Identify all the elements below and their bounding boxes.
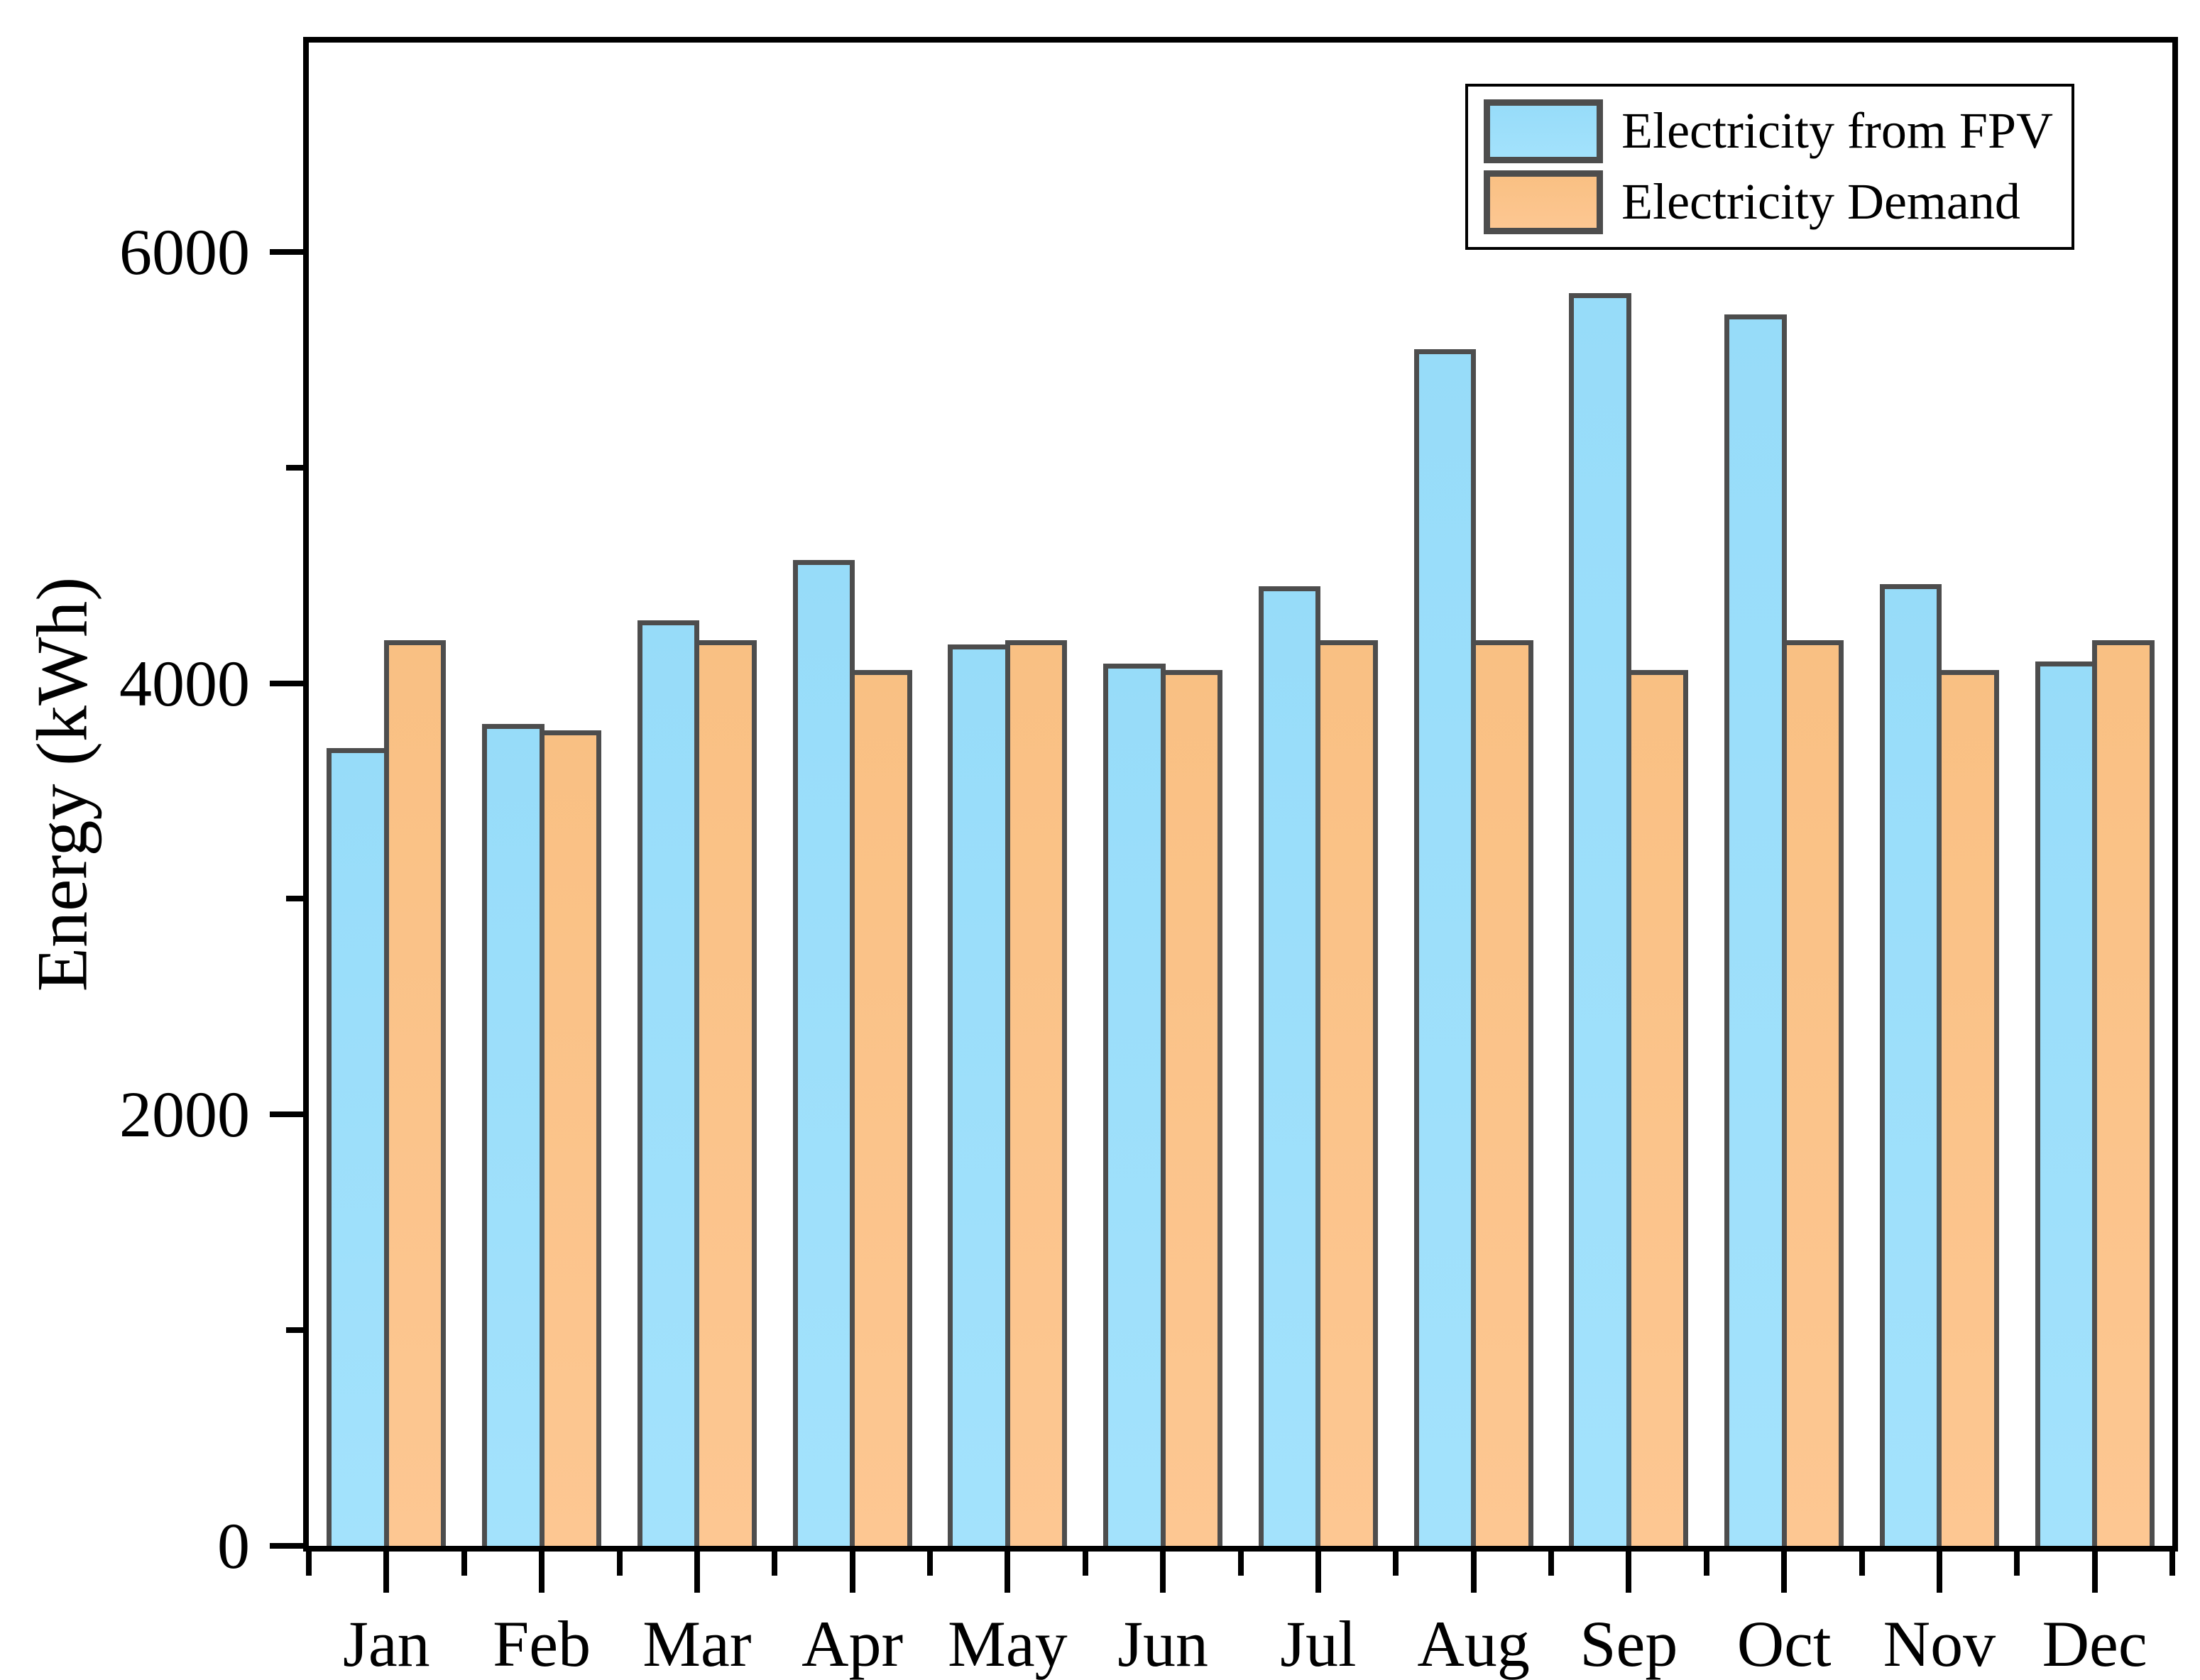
bar-group-feb bbox=[464, 43, 620, 1546]
y-axis-minor-tick bbox=[286, 896, 309, 902]
bar-apr-demand bbox=[850, 670, 912, 1546]
x-axis-label-dec: Dec bbox=[2042, 1608, 2147, 1680]
x-axis-minor-tick bbox=[306, 1549, 312, 1576]
bar-oct-fpv bbox=[1724, 314, 1787, 1546]
x-axis-minor-tick bbox=[1393, 1549, 1399, 1576]
bar-sep-demand bbox=[1626, 670, 1689, 1546]
bar-jun-demand bbox=[1160, 670, 1223, 1546]
x-axis-label-aug: Aug bbox=[1417, 1608, 1530, 1680]
bar-jul-demand bbox=[1315, 639, 1378, 1546]
bar-group-jun bbox=[1085, 43, 1241, 1546]
y-axis-major-tick bbox=[270, 1111, 309, 1118]
bar-aug-fpv bbox=[1413, 348, 1477, 1546]
y-axis-tick-label: 4000 bbox=[119, 647, 250, 720]
x-axis-major-tick bbox=[1781, 1549, 1788, 1593]
bar-apr-fpv bbox=[792, 560, 855, 1546]
bar-aug-demand bbox=[1471, 639, 1533, 1546]
plot-area: Electricity from FPV Electricity Demand bbox=[303, 37, 2178, 1552]
bar-dec-demand bbox=[2092, 639, 2155, 1546]
x-axis-major-tick bbox=[694, 1549, 700, 1593]
bar-feb-demand bbox=[539, 730, 602, 1546]
x-axis-minor-tick bbox=[616, 1549, 623, 1576]
x-axis-major-tick bbox=[1470, 1549, 1477, 1593]
x-axis-minor-tick bbox=[927, 1549, 933, 1576]
x-axis-label-jan: Jan bbox=[343, 1608, 430, 1680]
bar-mar-fpv bbox=[637, 620, 700, 1546]
y-axis-minor-tick bbox=[286, 1327, 309, 1334]
x-axis-minor-tick bbox=[461, 1549, 467, 1576]
x-axis-minor-tick bbox=[1237, 1549, 1244, 1576]
x-axis-label-may: May bbox=[948, 1608, 1068, 1680]
x-axis-major-tick bbox=[539, 1549, 545, 1593]
x-axis-minor-tick bbox=[2014, 1549, 2020, 1576]
x-axis-major-tick bbox=[2091, 1549, 2098, 1593]
bar-group-may bbox=[930, 43, 1085, 1546]
bar-dec-fpv bbox=[2035, 661, 2098, 1546]
bar-oct-demand bbox=[1781, 639, 1844, 1546]
y-axis-major-tick bbox=[270, 680, 309, 686]
x-axis-minor-tick bbox=[1082, 1549, 1088, 1576]
bar-jan-demand bbox=[383, 639, 447, 1546]
x-axis-major-tick bbox=[1315, 1549, 1321, 1593]
y-axis-major-tick bbox=[270, 248, 309, 255]
bar-jul-fpv bbox=[1258, 586, 1321, 1546]
x-axis-label-oct: Oct bbox=[1736, 1608, 1832, 1680]
y-axis-tick-label: 0 bbox=[217, 1510, 250, 1582]
legend-label-fpv: Electricity from FPV bbox=[1621, 102, 2053, 160]
legend: Electricity from FPV Electricity Demand bbox=[1465, 84, 2074, 250]
x-axis-label-feb: Feb bbox=[493, 1608, 591, 1680]
x-axis-major-tick bbox=[1936, 1549, 1942, 1593]
x-axis-minor-tick bbox=[1859, 1549, 1865, 1576]
legend-swatch-fpv bbox=[1484, 99, 1604, 163]
bar-group-mar bbox=[620, 43, 775, 1546]
bar-may-demand bbox=[1005, 639, 1068, 1546]
bar-jun-fpv bbox=[1103, 664, 1166, 1546]
bar-group-jan bbox=[309, 43, 464, 1546]
bar-nov-demand bbox=[1937, 670, 1999, 1546]
x-axis-minor-tick bbox=[1548, 1549, 1554, 1576]
legend-label-demand: Electricity Demand bbox=[1621, 173, 2020, 231]
bar-group-nov bbox=[1862, 43, 2018, 1546]
x-axis-major-tick bbox=[1005, 1549, 1011, 1593]
bar-mar-demand bbox=[694, 639, 757, 1546]
bar-group-aug bbox=[1396, 43, 1551, 1546]
bar-sep-fpv bbox=[1569, 292, 1631, 1546]
bar-may-fpv bbox=[948, 644, 1010, 1546]
bar-group-apr bbox=[775, 43, 930, 1546]
x-axis-label-apr: Apr bbox=[801, 1608, 904, 1680]
x-axis-label-jul: Jul bbox=[1280, 1608, 1357, 1680]
bar-group-dec bbox=[2017, 43, 2172, 1546]
bar-jan-fpv bbox=[327, 747, 389, 1546]
x-axis-minor-tick bbox=[2169, 1549, 2175, 1576]
y-axis-minor-tick bbox=[286, 464, 309, 471]
y-axis-major-tick bbox=[270, 1543, 309, 1549]
x-axis-major-tick bbox=[383, 1549, 390, 1593]
bar-nov-fpv bbox=[1879, 583, 1942, 1546]
x-axis-major-tick bbox=[1160, 1549, 1166, 1593]
x-axis-minor-tick bbox=[1703, 1549, 1709, 1576]
bar-group-sep bbox=[1551, 43, 1707, 1546]
x-axis-label-jun: Jun bbox=[1117, 1608, 1209, 1680]
bar-group-jul bbox=[1241, 43, 1396, 1546]
y-axis-title: Energy (kWh) bbox=[22, 576, 103, 992]
y-axis-tick-label: 2000 bbox=[119, 1078, 250, 1151]
x-axis-label-mar: Mar bbox=[642, 1608, 752, 1680]
x-axis-label-sep: Sep bbox=[1580, 1608, 1678, 1680]
x-axis-major-tick bbox=[849, 1549, 855, 1593]
bar-group-oct bbox=[1707, 43, 1862, 1546]
x-axis-major-tick bbox=[1626, 1549, 1632, 1593]
x-axis-label-nov: Nov bbox=[1883, 1608, 1996, 1680]
bars-container bbox=[309, 43, 2172, 1546]
x-axis-minor-tick bbox=[772, 1549, 778, 1576]
bar-feb-fpv bbox=[482, 724, 544, 1546]
legend-item-demand: Electricity Demand bbox=[1484, 170, 2053, 234]
legend-swatch-demand bbox=[1484, 170, 1604, 234]
y-axis-tick-label: 6000 bbox=[119, 215, 250, 288]
legend-item-fpv: Electricity from FPV bbox=[1484, 99, 2053, 163]
